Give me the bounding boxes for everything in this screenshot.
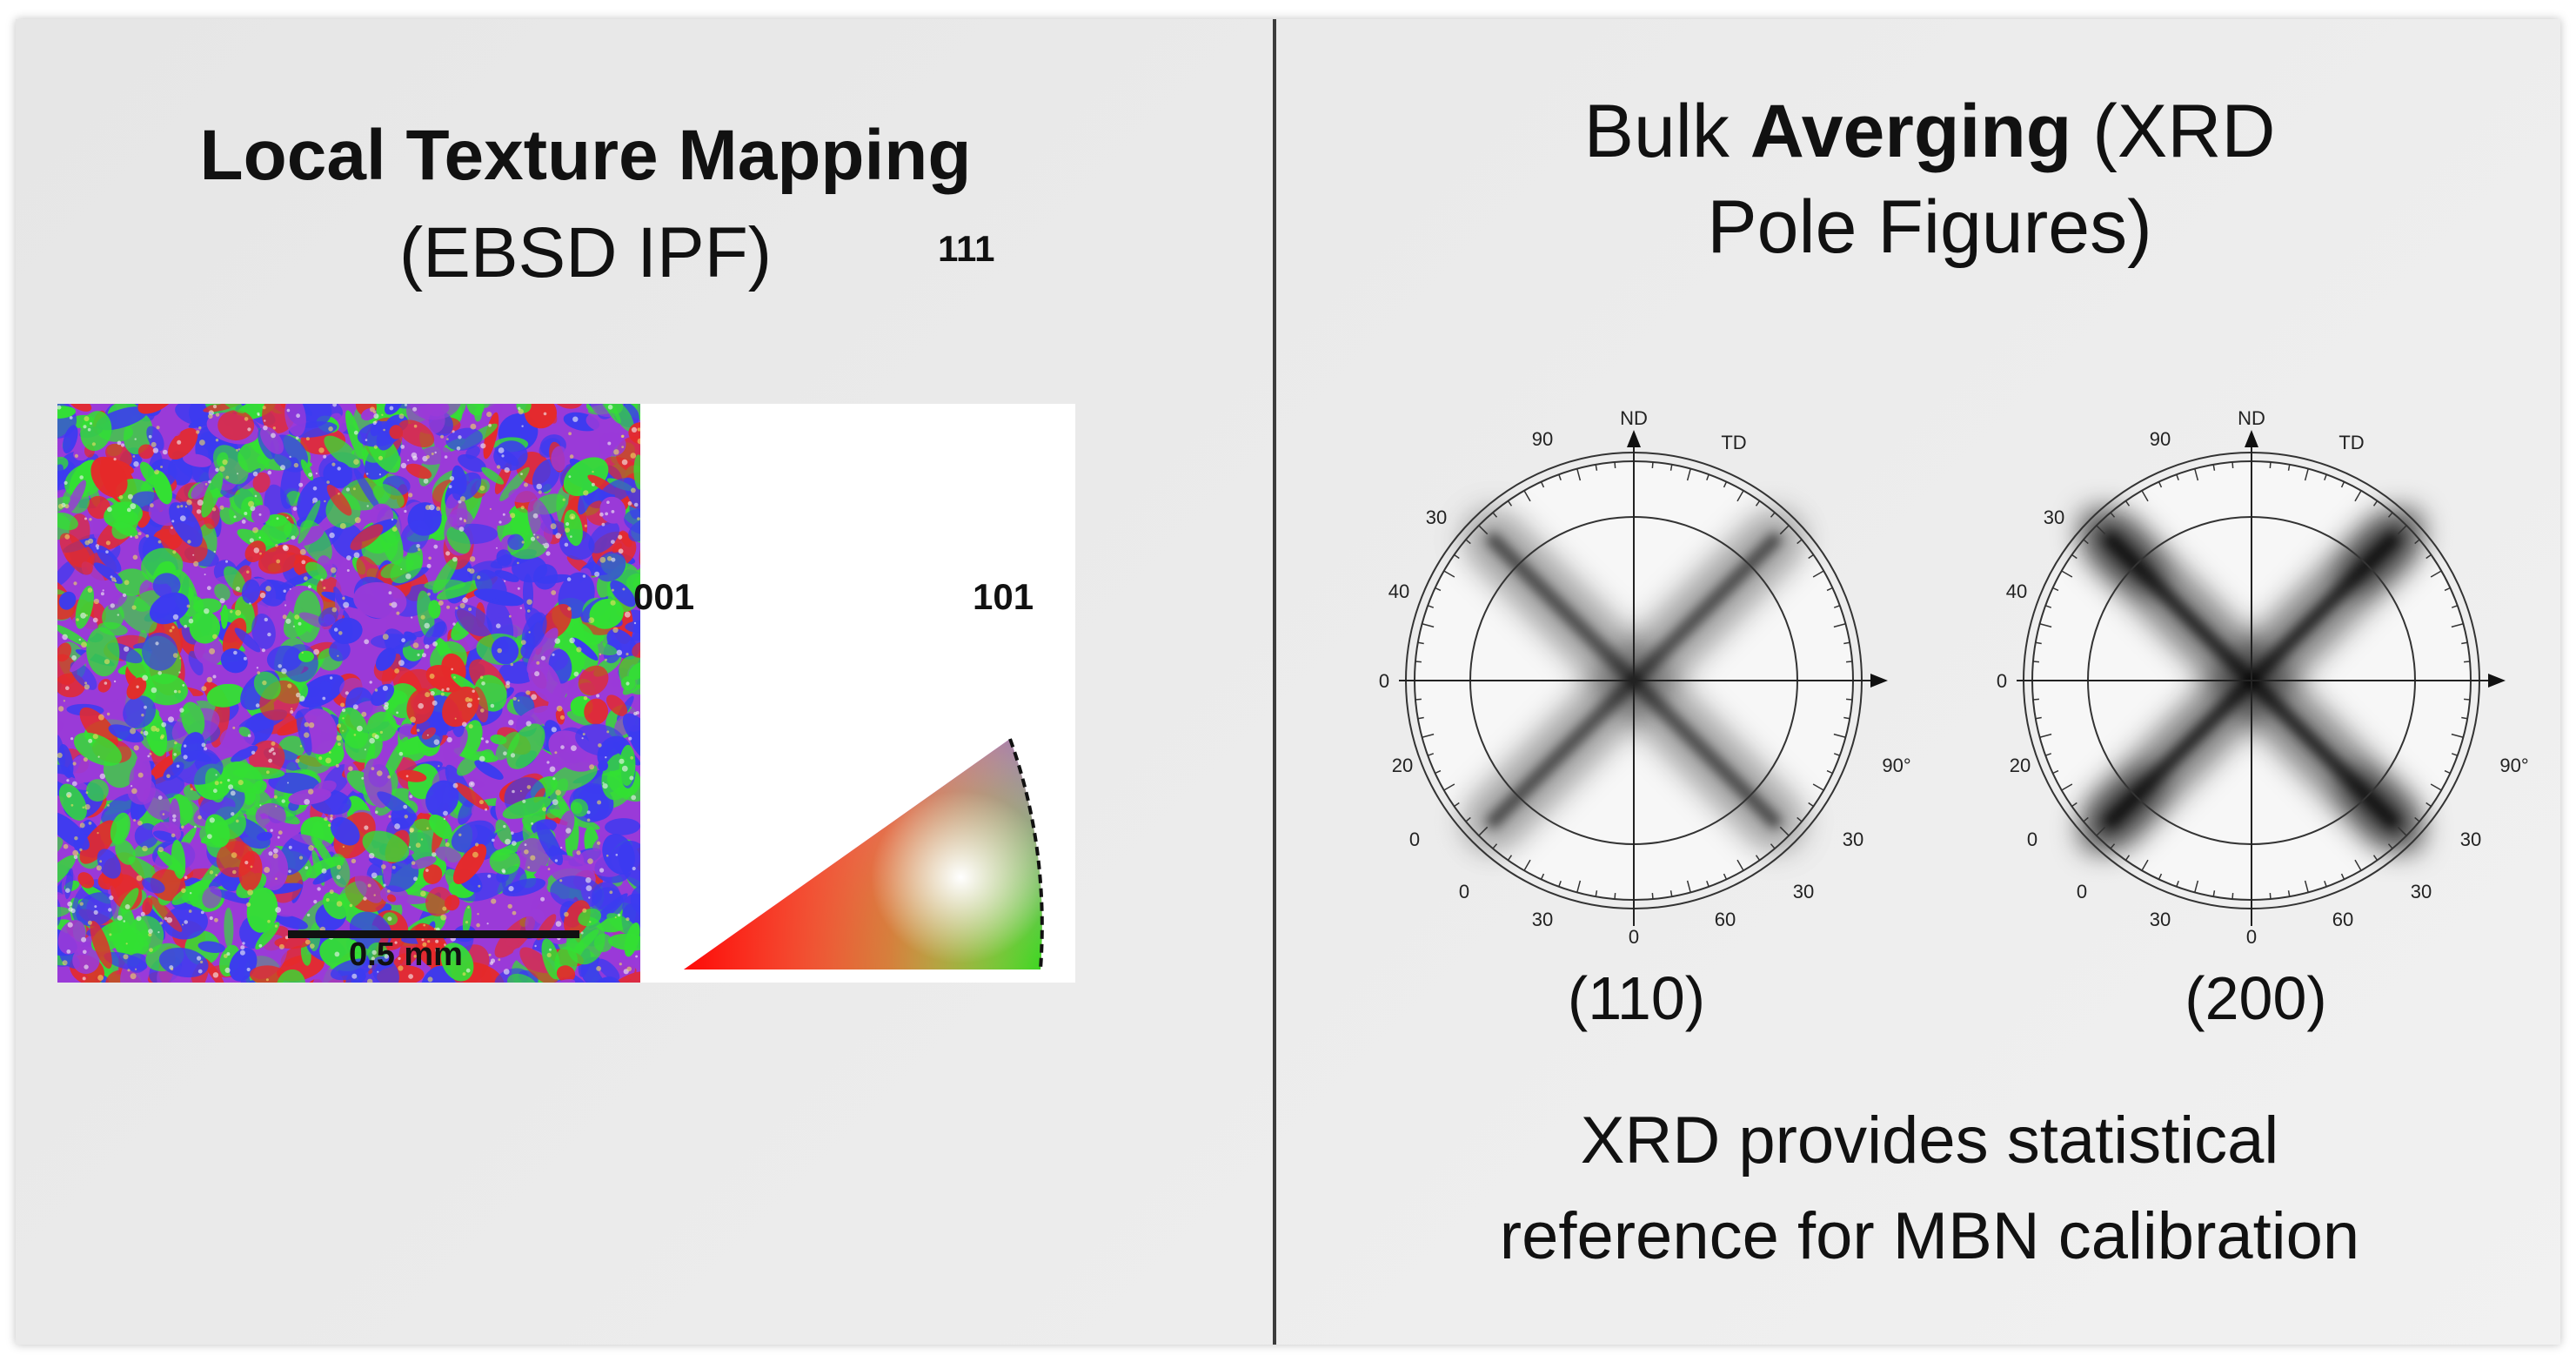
scale-bar [288,930,579,938]
pole-figure-110: ND 90 TD 30 40 0 20 0 0 30 0 60 30 30 90° [1379,407,1911,948]
pole-label-0-lower: 0 [1409,829,1420,850]
pole-label-0-lower: 0 [2027,829,2037,850]
pole-label-30-right: 30 [1793,881,1814,902]
pole-label-nd: ND [1620,407,1648,429]
pole-caption-110: (110) [1567,964,1706,1032]
pole-label-30-right-2: 30 [1843,829,1863,850]
pole-figure-200: ND 90 TD 30 40 0 20 0 0 30 0 60 30 30 90° [1997,407,2529,948]
pole-label-40-left: 40 [2006,580,2027,602]
pole-label-0-lower-2: 0 [2077,881,2087,902]
pole-label-nd: ND [2238,407,2265,429]
ipf-color-key [684,738,1044,970]
pole-label-20-left: 20 [1392,755,1413,776]
pole-label-30-bottom: 30 [2150,909,2171,930]
ebsd-map-graphic [57,404,640,983]
pole-caption-200: (200) [2185,964,2327,1032]
right-subtitle: Pole Figures) [1707,185,2152,269]
panel-divider [1273,19,1276,1345]
scale-bar-label: 0.5 mm [349,936,463,973]
pole-label-td: TD [2338,432,2364,453]
pole-label-90-right: 90° [1882,755,1910,776]
ipf-label-001: 001 [633,576,695,617]
pole-label-30-left: 30 [1426,507,1447,528]
pole-label-20-left: 20 [2010,755,2031,776]
pole-label-60-bottom: 60 [2332,909,2353,930]
note-line-2: reference for MBN calibration [1499,1199,2360,1273]
ebsd-ipf-map: 0.5 mm [57,404,640,983]
pole-label-td: TD [1721,432,1746,453]
pole-label-30-right-2: 30 [2460,829,2481,850]
right-title-bold: Averging [1750,90,2072,173]
figure-frame: Local Texture Mapping (EBSD IPF) Bulk Av… [16,19,2560,1345]
left-subtitle: (EBSD IPF) [398,213,773,292]
left-title: Local Texture Mapping [199,116,972,195]
right-title-prefix: Bulk [1583,90,1750,173]
pole-label-60-bottom: 60 [1715,909,1736,930]
pole-label-30-right: 30 [2411,881,2432,902]
pole-label-0-left: 0 [1379,670,1389,692]
pole-label-30-left: 30 [2044,507,2064,528]
pole-label-0-bottom: 0 [2246,926,2257,948]
ebsd-panel: 0.5 mm [57,404,1075,983]
ipf-label-101: 101 [973,576,1034,617]
pole-label-30-bottom: 30 [1532,909,1553,930]
right-title-suffix: (XRD [2071,90,2276,173]
pole-label-90-top: 90 [2150,428,2171,450]
note-line-1: XRD provides statistical [1580,1104,2279,1177]
ipf-label-111: 111 [938,228,995,269]
pole-label-0-bottom: 0 [1629,926,1639,948]
right-title: Bulk Averging (XRD [1364,89,2495,175]
pole-label-90-top: 90 [1532,428,1553,450]
pole-label-40-left: 40 [1388,580,1409,602]
pole-label-0-left: 0 [1997,670,2007,692]
pole-label-0-lower-2: 0 [1459,881,1469,902]
pole-label-90-right: 90° [2499,755,2528,776]
